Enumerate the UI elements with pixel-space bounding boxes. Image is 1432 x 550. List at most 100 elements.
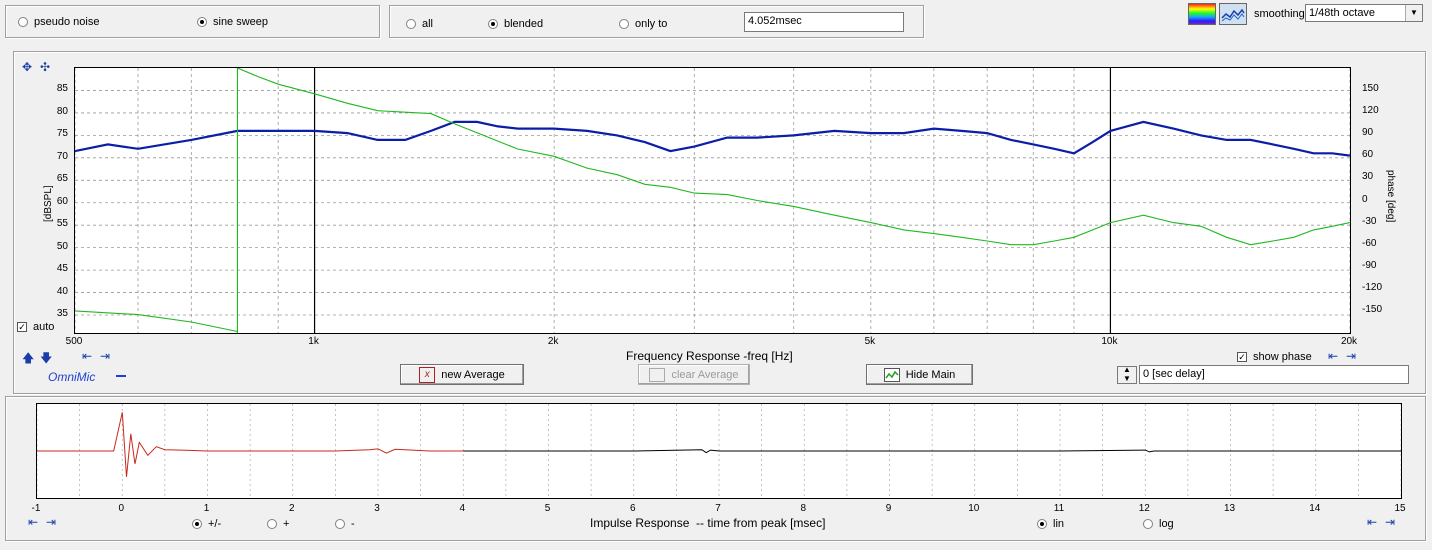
radio-label: pseudo noise: [34, 16, 100, 28]
x-tick-label: 1k: [308, 336, 319, 347]
arrow-down-icon[interactable]: 🡇: [40, 351, 53, 365]
checkbox-label: auto: [33, 321, 55, 333]
impulse-x-tick-label: 4: [459, 503, 466, 514]
y2-tick-label: 150: [1362, 83, 1379, 95]
button-label: Hide Main: [905, 368, 956, 381]
delay-spinner[interactable]: ▲ ▼: [1117, 365, 1137, 384]
impulse-x-tick-label: 2: [288, 503, 295, 514]
radio-dot: [18, 17, 28, 27]
impulse-axis-title: Impulse Response -- time from peak [msec…: [590, 516, 826, 530]
y-tick-label: 75: [56, 128, 68, 140]
new-average-button[interactable]: x new Average: [400, 364, 524, 385]
show-phase-checkbox[interactable]: ✓ show phase: [1237, 351, 1312, 363]
radio-label: sine sweep: [213, 16, 269, 28]
radio-all[interactable]: all: [406, 18, 433, 30]
radio-scale-lin[interactable]: lin: [1037, 518, 1064, 530]
y2-tick-label: -90: [1362, 259, 1377, 271]
radio-label: only to: [635, 18, 668, 30]
phase-series-line: [237, 68, 1350, 246]
arrow-right-icon[interactable]: ⇥: [46, 515, 57, 529]
waterfall-icon: [1220, 4, 1246, 24]
delay-input[interactable]: 0 [sec delay]: [1139, 365, 1409, 384]
y-tick-label: 35: [56, 308, 68, 320]
impulse-tail-line: [463, 449, 1401, 454]
y2-tick-label: 0: [1362, 193, 1368, 205]
signal-type-group: pseudo noise sine sweep: [5, 5, 380, 38]
y-tick-label: 55: [56, 218, 68, 230]
arrow-left-icon[interactable]: ⇤: [28, 515, 39, 529]
smoothing-select[interactable]: 1/48th octave ▼: [1305, 4, 1423, 22]
x-tick-label: 500: [65, 336, 83, 347]
freq-axis-title: Frequency Response -freq [Hz]: [626, 349, 793, 363]
y2-tick-label: -120: [1362, 281, 1383, 293]
y-tick-label: 65: [56, 173, 68, 185]
radio-only-to[interactable]: only to: [619, 18, 667, 30]
checkbox-label: show phase: [1253, 351, 1312, 363]
radio-polarity-both[interactable]: +/-: [192, 518, 221, 530]
hide-main-button[interactable]: Hide Main: [866, 364, 973, 385]
radio-pseudo-noise[interactable]: pseudo noise: [18, 16, 99, 28]
x-tick-label: 10k: [1101, 336, 1118, 347]
frequency-chart[interactable]: [74, 67, 1351, 334]
y2-tick-label: 120: [1362, 105, 1379, 117]
radio-label: +/-: [208, 518, 222, 530]
auto-checkbox[interactable]: ✓ auto: [17, 321, 54, 333]
impulse-x-tick-label: 5: [544, 503, 551, 514]
spl-series-line: [75, 120, 1350, 157]
arrow-left-icon[interactable]: ⇤: [82, 349, 93, 363]
radio-blended[interactable]: blended: [488, 18, 543, 30]
radio-dot: [488, 19, 498, 29]
radio-label: -: [351, 518, 355, 530]
y-tick-label: 70: [56, 150, 68, 162]
x-tick-label: 20k: [1340, 336, 1358, 347]
arrow-right-icon[interactable]: ⇥: [1385, 515, 1396, 529]
arrow-right-icon[interactable]: ⇥: [1346, 349, 1357, 363]
impulse-x-tick-label: 10: [968, 503, 980, 514]
y-tick-label: 60: [56, 195, 68, 207]
sigma-icon: x: [419, 366, 436, 383]
impulse-x-tick-label: 9: [885, 503, 892, 514]
radio-label: blended: [504, 18, 544, 30]
y-tick-label: 50: [56, 240, 68, 252]
legend-line-swatch: [116, 375, 126, 377]
radio-dot: [267, 519, 277, 529]
impulse-x-tick-label: 0: [118, 503, 125, 514]
radio-label: log: [1159, 518, 1174, 530]
impulse-x-tick-label: -1: [31, 503, 41, 514]
spectrogram-button[interactable]: [1188, 3, 1216, 25]
waterfall-button[interactable]: [1219, 3, 1247, 25]
arrow-right-icon[interactable]: ⇥: [100, 349, 111, 363]
clear-icon: [649, 367, 666, 382]
radio-polarity-minus[interactable]: -: [335, 518, 355, 530]
impulse-chart[interactable]: [36, 403, 1402, 499]
arrow-left-icon[interactable]: ⇤: [1367, 515, 1378, 529]
impulse-x-tick-label: 13: [1223, 503, 1236, 514]
checkbox-box: ✓: [1237, 352, 1247, 362]
clear-average-button[interactable]: clear Average: [638, 364, 750, 385]
radio-dot: [192, 519, 202, 529]
spin-down-icon[interactable]: ▼: [1123, 374, 1131, 383]
radio-sine-sweep[interactable]: sine sweep: [197, 16, 268, 28]
impulse-x-tick-label: 6: [629, 503, 636, 514]
arrow-up-icon[interactable]: 🡅: [22, 351, 35, 365]
y2-tick-label: 60: [1362, 149, 1374, 161]
y2-tick-label: -30: [1362, 215, 1377, 227]
zoom-in-icon[interactable]: ✥: [22, 60, 33, 74]
chevron-down-icon: ▼: [1405, 5, 1422, 21]
frequency-panel: [13, 51, 1426, 394]
y-tick-label: 80: [56, 105, 68, 117]
time-window-input[interactable]: 4.052msec: [744, 12, 904, 32]
radio-polarity-plus[interactable]: +: [267, 518, 289, 530]
impulse-x-tick-label: 15: [1394, 503, 1406, 514]
radio-dot: [1143, 519, 1153, 529]
radio-label: lin: [1053, 518, 1065, 530]
smoothing-label: smoothing: [1254, 8, 1305, 20]
zoom-out-icon[interactable]: ✣: [40, 60, 51, 74]
radio-scale-log[interactable]: log: [1143, 518, 1174, 530]
y2-tick-label: 30: [1362, 171, 1374, 183]
y-tick-label: 40: [56, 285, 68, 297]
y2-tick-label: 90: [1362, 127, 1374, 139]
arrow-left-icon[interactable]: ⇤: [1328, 349, 1339, 363]
frequency-chart-svg: [75, 68, 1350, 333]
spin-up-icon[interactable]: ▲: [1123, 365, 1131, 374]
